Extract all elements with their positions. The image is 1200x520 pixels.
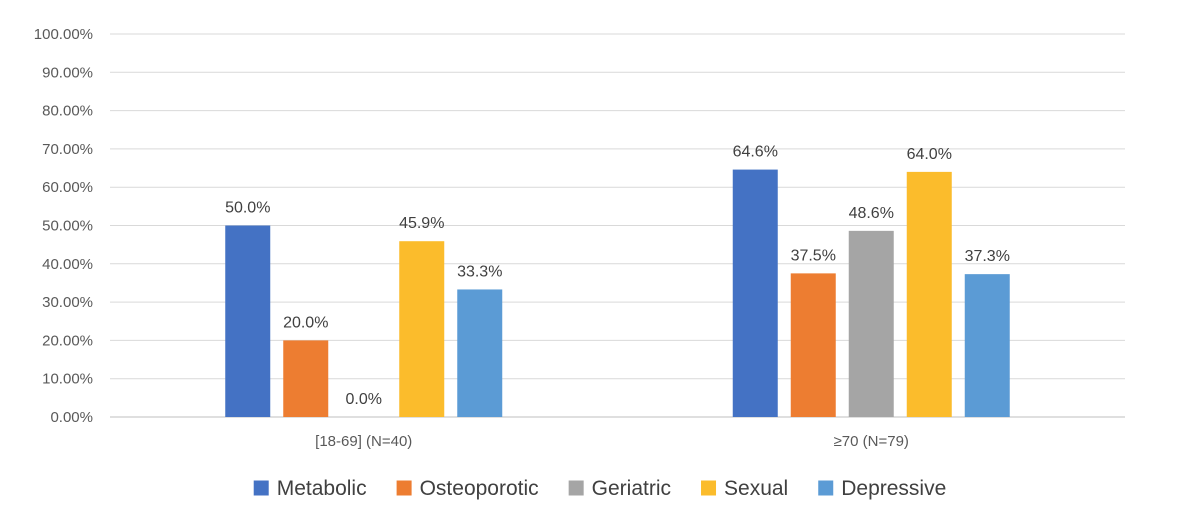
legend-label: Geriatric (592, 477, 671, 500)
bar-depressive (964, 274, 1010, 417)
data-label: 64.6% (733, 144, 778, 161)
data-label: 33.3% (457, 263, 502, 280)
data-label: 0.0% (346, 391, 382, 408)
y-tick-label: 80.00% (42, 103, 93, 120)
y-tick-label: 50.00% (42, 218, 93, 235)
bar-sexual (399, 241, 445, 417)
data-labels: 50.0% 20.0% 0.0% 45.9% 33.3% 64.6% 37.5% 48.6% 6… (225, 144, 1010, 408)
y-tick-label: 100.00% (34, 26, 93, 43)
legend-swatch-sexual (701, 480, 717, 496)
y-tick-label: 70.00% (42, 141, 93, 158)
bar-geriatric (848, 230, 894, 417)
y-tick-label: 20.00% (42, 332, 93, 349)
category-label: [18-69] (N=40) (315, 433, 412, 450)
category-label: ≥70 (N=79) (834, 433, 909, 450)
bar-metabolic (732, 169, 778, 417)
data-label: 50.0% (225, 200, 270, 217)
bar-metabolic (225, 225, 271, 417)
legend: Metabolic Osteoporotic Geriatric Sexual Depr… (253, 477, 946, 500)
bar-depressive (457, 289, 503, 417)
legend-label: Osteoporotic (420, 477, 539, 500)
data-label: 45.9% (399, 215, 444, 232)
legend-swatch-osteoporotic (396, 480, 412, 496)
data-label: 37.3% (965, 248, 1010, 265)
data-label: 20.0% (283, 314, 328, 331)
y-tick-label: 30.00% (42, 294, 93, 311)
legend-swatch-metabolic (253, 480, 269, 496)
y-tick-label: 60.00% (42, 179, 93, 196)
legend-swatch-geriatric (568, 480, 584, 496)
y-tick-label: 90.00% (42, 64, 93, 81)
gridlines (110, 33, 1125, 418)
legend-label: Sexual (724, 477, 788, 500)
x-axis-category-labels: [18-69] (N=40) ≥70 (N=79) (315, 433, 909, 450)
bars (225, 169, 1010, 417)
y-tick-label: 0.00% (50, 409, 93, 426)
y-tick-label: 10.00% (42, 371, 93, 388)
bar-sexual (906, 171, 952, 417)
data-label: 64.0% (907, 146, 952, 163)
bar-osteoporotic (283, 340, 329, 417)
y-axis-tick-labels: 0.00% 10.00% 20.00% 30.00% 40.00% 50.00% 60.00… (34, 26, 93, 426)
legend-swatch-depressive (818, 480, 834, 496)
y-tick-label: 40.00% (42, 256, 93, 273)
bar-osteoporotic (790, 273, 836, 417)
legend-label: Metabolic (277, 477, 367, 500)
data-label: 48.6% (849, 205, 894, 222)
legend-label: Depressive (841, 477, 946, 500)
data-label: 37.5% (791, 247, 836, 264)
